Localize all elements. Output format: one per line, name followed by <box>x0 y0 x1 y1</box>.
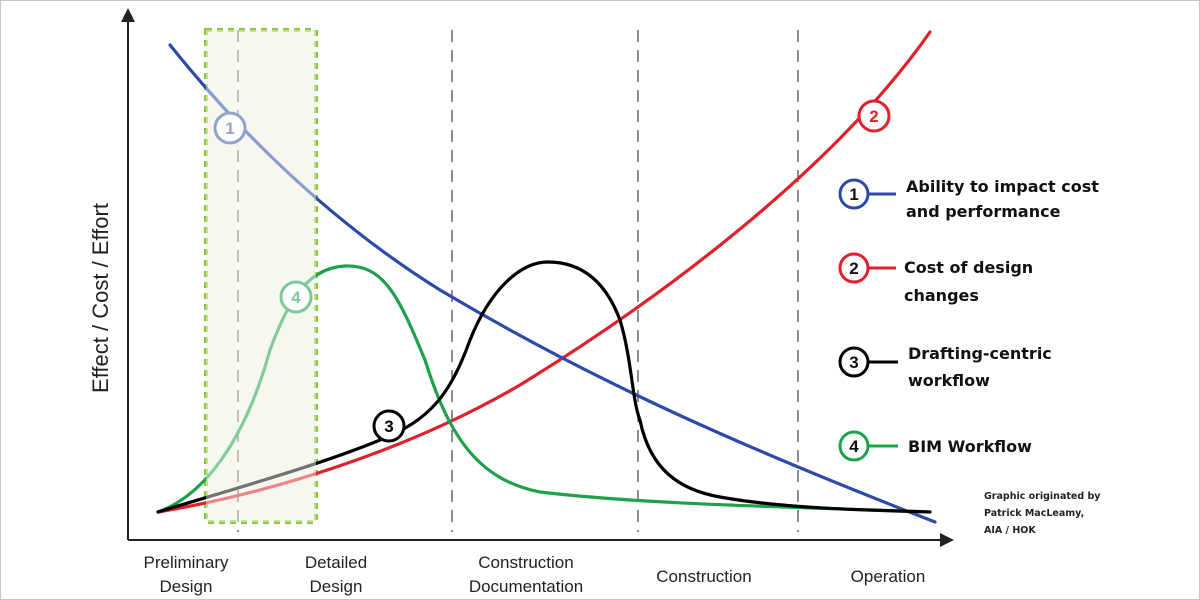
phase-label-operation: Operation <box>851 567 926 586</box>
legend-item-4-label-line1: BIM Workflow <box>908 437 1032 456</box>
x-axis-arrow <box>940 533 954 547</box>
curve-marker-2-label: 2 <box>869 107 878 126</box>
credit-line-3: AIA / HOK <box>984 525 1036 536</box>
preliminary-design-highlight <box>204 28 318 524</box>
curve-marker-1: 1 <box>213 111 247 145</box>
legend-item-3: 3 Drafting-centric workflow <box>838 344 1052 390</box>
axes <box>121 8 954 547</box>
curve-marker-2: 2 <box>857 99 891 133</box>
legend-item-4-number: 4 <box>849 437 859 456</box>
phase-label-preliminary-line1: Preliminary <box>143 553 229 572</box>
legend-item-2: 2 Cost of design changes <box>838 252 1033 305</box>
legend-item-1-label-line2: and performance <box>906 202 1061 221</box>
legend-item-3-label-line1: Drafting-centric <box>908 344 1052 363</box>
legend-item-3-label-line2: workflow <box>908 371 990 390</box>
phase-label-preliminary-line2: Design <box>160 577 213 596</box>
legend-item-2-label-line1: Cost of design <box>904 258 1033 277</box>
legend-item-2-label-line2: changes <box>904 286 979 305</box>
curve-marker-4: 4 <box>279 280 313 314</box>
phase-label-construction-doc-line2: Documentation <box>469 577 583 596</box>
series-3-curve <box>156 260 932 514</box>
credit-line-2: Patrick MacLeamy, <box>984 508 1084 519</box>
legend-item-1-label-line1: Ability to impact cost <box>906 177 1099 196</box>
highlight-fade <box>206 30 316 522</box>
curve-marker-3: 3 <box>372 409 406 443</box>
phase-separators <box>237 30 799 532</box>
phase-label-construction: Construction <box>656 567 751 586</box>
curve-marker-4-label: 4 <box>291 288 301 307</box>
highlight-fade-wash <box>206 30 316 522</box>
phase-label-detailed-line1: Detailed <box>305 553 367 572</box>
curve-marker-3-label: 3 <box>384 417 393 436</box>
y-axis-arrow <box>121 8 135 22</box>
legend-item-4: 4 BIM Workflow <box>838 430 1032 462</box>
phase-labels: Preliminary Design Detailed Design Const… <box>143 553 925 596</box>
phase-label-construction-doc-line1: Construction <box>478 553 573 572</box>
y-axis-label: Effect / Cost / Effort <box>88 203 113 393</box>
legend-item-3-number: 3 <box>849 353 858 372</box>
curve-marker-1-label: 1 <box>225 119 234 138</box>
series-4-curve <box>156 264 932 514</box>
phase-label-detailed-line2: Design <box>310 577 363 596</box>
legend-item-1: 1 Ability to impact cost and performance <box>838 177 1099 221</box>
credit-line-1: Graphic originated by <box>984 491 1101 502</box>
series-2-curve <box>156 30 932 514</box>
credit: Graphic originated by Patrick MacLeamy, … <box>984 491 1101 536</box>
curve-markers: 1 2 3 4 <box>213 99 891 443</box>
legend: 1 Ability to impact cost and performance… <box>838 177 1099 462</box>
legend-item-2-number: 2 <box>849 259 858 278</box>
legend-item-1-number: 1 <box>849 185 858 204</box>
